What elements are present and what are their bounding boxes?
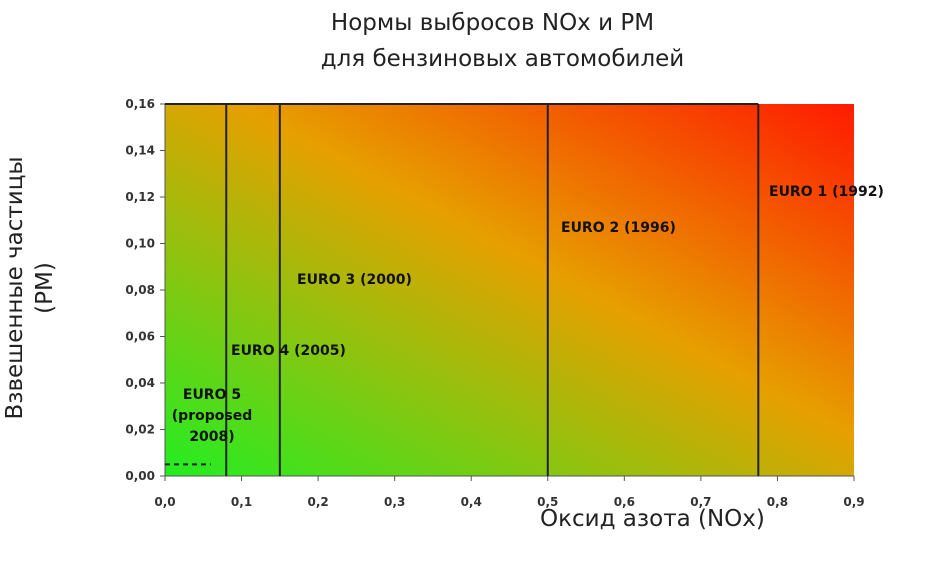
y-tick-label: 0,16 xyxy=(125,97,155,111)
chart-title-line-1: Нормы выбросов NOx и PM xyxy=(330,10,655,36)
y-tick-label: 0,12 xyxy=(125,190,155,204)
standard-label: 2008) xyxy=(189,429,234,445)
x-tick-label: 0,3 xyxy=(384,495,405,509)
standard-label: EURO 2 (1996) xyxy=(561,220,676,236)
standard-lines xyxy=(165,103,760,476)
x-tick-label: 0,7 xyxy=(690,495,711,509)
standard-labels: EURO 1 (1992) EURO 2 (1996) EURO 3 (2000) E… xyxy=(172,184,884,445)
y-tick-label: 0,00 xyxy=(125,469,155,483)
y-tick-label: 0,14 xyxy=(125,144,155,158)
y-tick-label: 0,06 xyxy=(125,330,155,344)
standard-label: EURO 3 (2000) xyxy=(297,272,412,288)
chart-title-line-2: для бензиновых автомобилей xyxy=(320,46,685,72)
x-tick-label: 0,0 xyxy=(154,495,175,509)
x-tick-label: 0,4 xyxy=(461,495,482,509)
standard-label: EURO 5 xyxy=(183,387,241,403)
x-tick-label: 0,6 xyxy=(614,495,635,509)
x-tick-label: 0,2 xyxy=(307,495,328,509)
x-tick-label: 0,8 xyxy=(767,495,788,509)
y-tick-label: 0,02 xyxy=(125,423,155,437)
standard-label: (proposed xyxy=(172,408,252,424)
x-tick-label: 0,9 xyxy=(843,495,864,509)
y-tick-label: 0,04 xyxy=(125,376,155,390)
y-tick-label: 0,08 xyxy=(125,283,155,297)
plot-area xyxy=(165,104,854,476)
x-axis-label: Оксид азота (NOx) xyxy=(540,506,765,532)
standard-label: EURO 4 (2005) xyxy=(231,343,346,359)
x-tick-label: 0,1 xyxy=(231,495,252,509)
y-tick-label: 0,10 xyxy=(125,237,155,251)
standard-label: EURO 1 (1992) xyxy=(769,184,884,200)
x-tick-label: 0,5 xyxy=(537,495,558,509)
